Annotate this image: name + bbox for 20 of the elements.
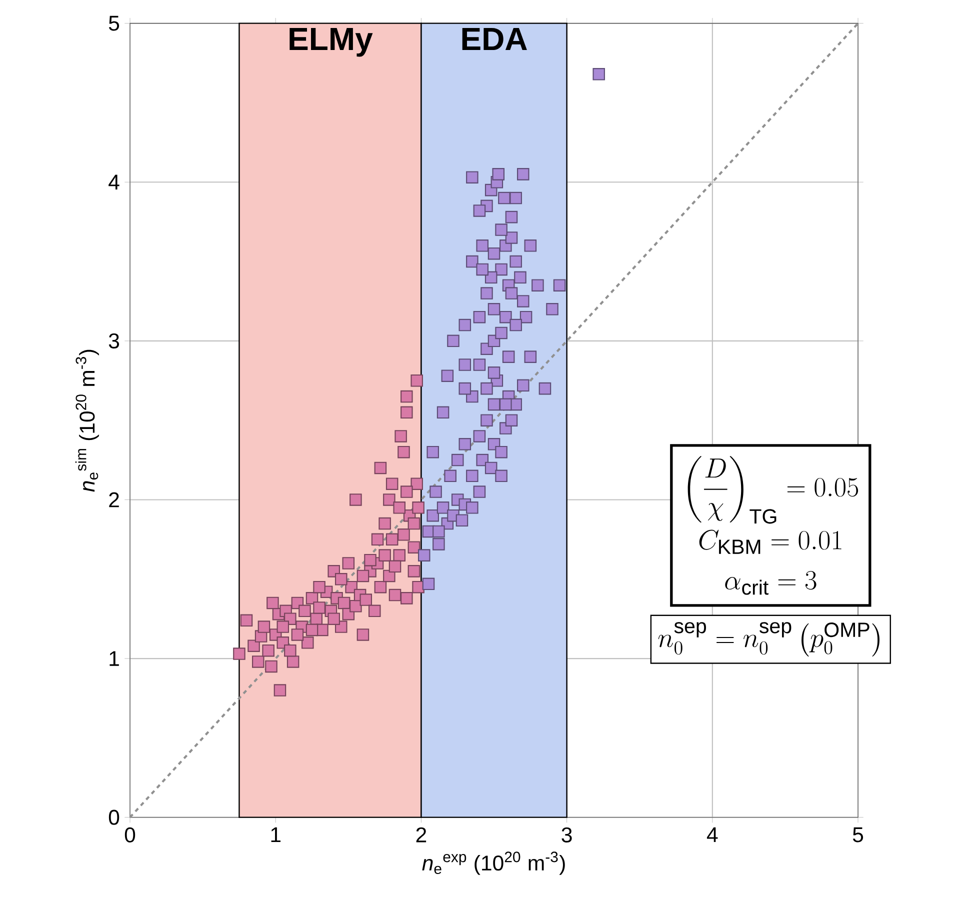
annotation: $C_{\mathrm{KBM}} = 0.01$ bbox=[699, 530, 842, 554]
annotation: $\alpha_{\mathrm{crit}} = 3$ bbox=[725, 570, 816, 595]
y-tick-label: 5 bbox=[108, 16, 120, 31]
x-tick-label: 2 bbox=[416, 827, 426, 842]
x-tick-label: 3 bbox=[562, 827, 572, 842]
x-tick-label: 5 bbox=[852, 827, 864, 842]
annotation: $n_0^{\mathrm{sep}} = n_0^{\mathrm{sep}}\left(p_0^{\mathrm{OMP}}\right)$ bbox=[658, 622, 880, 657]
y-tick-label: 4 bbox=[108, 174, 120, 190]
y-tick-label: 2 bbox=[109, 492, 119, 508]
band-label: ELMy bbox=[290, 28, 373, 57]
x-axis-title: n$_{e}$$^{exp}$ (10$^{20}$ m$^{-3}$) bbox=[422, 852, 565, 875]
y-axis-title: n$_{e}$$^{sim}$ (10$^{20}$ m$^{-3}$) bbox=[75, 350, 99, 492]
band-label: EDA bbox=[462, 28, 527, 50]
x-tick-label: 4 bbox=[706, 827, 718, 842]
x-tick-label: 1 bbox=[271, 827, 280, 842]
annotation: $\left(\dfrac{D}{\chi}\right)_{\mathrm{TG}} = 0.05$ bbox=[688, 456, 858, 524]
y-tick-label: 1 bbox=[110, 651, 119, 666]
y-tick-label: 3 bbox=[108, 333, 120, 348]
y-tick-label: 0 bbox=[108, 810, 120, 825]
x-tick-label: 0 bbox=[124, 827, 136, 842]
